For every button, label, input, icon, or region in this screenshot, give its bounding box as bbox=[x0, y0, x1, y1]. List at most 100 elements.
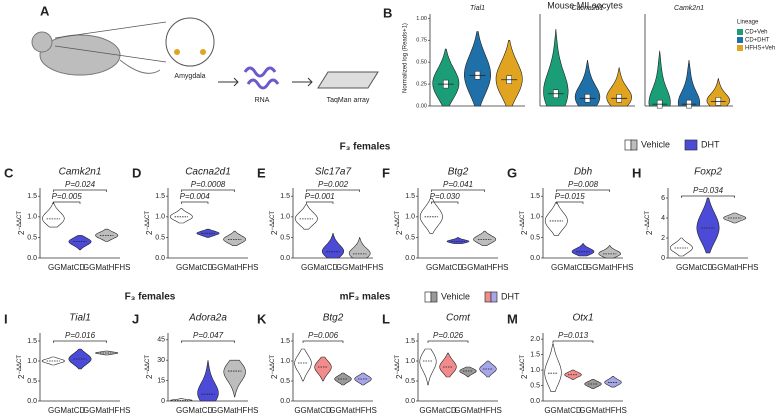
y-tick-label: 0.0 bbox=[405, 255, 415, 262]
amygdala-spot bbox=[200, 49, 206, 55]
violin bbox=[322, 233, 344, 259]
panel-letter: I bbox=[4, 311, 8, 326]
legend-swatch bbox=[737, 29, 743, 35]
y-tick-label: 0.0 bbox=[530, 255, 540, 262]
violin bbox=[598, 245, 622, 259]
chart-title: Comt bbox=[446, 313, 471, 324]
p-bracket bbox=[552, 340, 594, 343]
violin bbox=[544, 343, 562, 392]
violin bbox=[604, 376, 622, 388]
panel-letter: B bbox=[383, 5, 392, 20]
violin bbox=[696, 197, 720, 254]
p-bracket bbox=[555, 201, 584, 204]
p-value: P=0.001 bbox=[305, 192, 335, 201]
violin bbox=[439, 352, 457, 378]
panel-letter: A bbox=[40, 3, 50, 18]
p-bracket bbox=[555, 189, 611, 192]
x-tick-label: GGMatHFHS bbox=[211, 263, 259, 272]
legend-title: Lineage bbox=[737, 20, 759, 26]
panel-letter: F bbox=[382, 165, 390, 180]
y-tick-label: 1.5 bbox=[155, 193, 165, 200]
x-tick-label: GGMatCD bbox=[544, 406, 582, 415]
p-bracket bbox=[52, 340, 108, 343]
legend-swatch bbox=[737, 37, 743, 43]
violin bbox=[473, 230, 497, 246]
y-tick-label: 0.0 bbox=[530, 398, 540, 405]
violin bbox=[543, 29, 569, 107]
y-axis-label: 2−ΔΔCT bbox=[645, 211, 655, 235]
chart-title: Otx1 bbox=[572, 313, 593, 324]
y-tick-label: 0.0 bbox=[27, 255, 37, 262]
legend-swatch bbox=[424, 291, 432, 303]
panel-letter: L bbox=[382, 311, 390, 326]
y-tick-label: 1.0 bbox=[27, 358, 37, 365]
violin bbox=[68, 235, 92, 251]
y-tick-label: 30 bbox=[157, 357, 165, 364]
y-tick-label: 0 bbox=[661, 255, 665, 262]
y-tick-label: 2.0 bbox=[530, 336, 540, 343]
mouse-tail bbox=[119, 59, 161, 74]
p-value: P=0.013 bbox=[558, 331, 589, 340]
y-axis-label-sup: −ΔΔCT bbox=[145, 355, 151, 375]
y-axis-label: Normalized log (Reads+1) bbox=[403, 23, 409, 93]
zoom-line bbox=[54, 45, 167, 63]
violin bbox=[314, 356, 332, 382]
y-tick-label: 1.0 bbox=[405, 214, 415, 221]
violin bbox=[574, 59, 601, 107]
violin bbox=[463, 31, 492, 107]
y-tick-label: 15 bbox=[157, 377, 165, 384]
violin bbox=[95, 228, 119, 242]
panel-letter: K bbox=[257, 311, 267, 326]
legend-label: CD+DHT bbox=[745, 38, 770, 44]
violin bbox=[544, 202, 568, 236]
x-tick-label: GGMatCD bbox=[301, 263, 339, 272]
y-tick-label: 0.75 bbox=[416, 38, 427, 44]
violin bbox=[68, 348, 92, 370]
x-tick-label: GGMatHFHS bbox=[461, 263, 509, 272]
p-value: P=0.008 bbox=[568, 180, 599, 189]
arrow bbox=[218, 77, 239, 87]
p-value: P=0.041 bbox=[443, 180, 473, 189]
label: Amygdala bbox=[174, 73, 205, 80]
mouse-head bbox=[31, 31, 53, 53]
y-axis-label: 2−ΔΔCT bbox=[395, 355, 405, 379]
y-axis-label: 2−ΔΔCT bbox=[520, 355, 530, 379]
x-tick-label: GGMatHFHS bbox=[586, 263, 634, 272]
panel-title: Mouse MII oocytes bbox=[547, 0, 623, 10]
chart-title: Btg2 bbox=[323, 313, 344, 324]
violin bbox=[348, 237, 371, 259]
violin bbox=[432, 48, 460, 107]
panel-letter: G bbox=[507, 165, 517, 180]
y-tick-label: 0.00 bbox=[416, 103, 427, 109]
heading: mF₃ males bbox=[340, 292, 391, 303]
panel-letter: E bbox=[257, 165, 266, 180]
y-tick-label: 1.5 bbox=[280, 193, 290, 200]
y-axis-label-sup: −ΔΔCT bbox=[270, 355, 276, 375]
p-bracket bbox=[52, 189, 108, 192]
violin bbox=[223, 359, 246, 398]
x-tick-label: GGMatHFHS bbox=[711, 263, 759, 272]
p-bracket bbox=[427, 340, 469, 343]
p-bracket bbox=[680, 195, 736, 198]
y-tick-label: 1.00 bbox=[416, 16, 427, 22]
chart-title: Slc17a7 bbox=[315, 167, 352, 178]
violin bbox=[169, 208, 193, 224]
chart-title: Camk2n1 bbox=[674, 5, 704, 12]
violin bbox=[170, 398, 193, 402]
y-tick-label: 1.5 bbox=[405, 193, 415, 200]
violin bbox=[571, 243, 595, 257]
chart-title: Camk2n1 bbox=[59, 167, 102, 178]
chart-title: Cacna2d1 bbox=[572, 5, 604, 12]
y-axis-label-sup: −ΔΔCT bbox=[17, 355, 23, 375]
y-tick-label: 1.0 bbox=[530, 367, 540, 374]
legend-label: HFHS+Veh bbox=[745, 46, 775, 52]
p-value: P=0.0008 bbox=[191, 180, 226, 189]
heading: F₃ females bbox=[340, 142, 391, 153]
brain-slice bbox=[165, 17, 215, 67]
y-axis-label: 2−ΔΔCT bbox=[395, 211, 405, 235]
y-tick-label: 2 bbox=[661, 235, 665, 242]
x-tick-label: GGMatCD bbox=[426, 263, 464, 272]
p-bracket bbox=[302, 340, 344, 343]
y-tick-label: 0.5 bbox=[530, 382, 540, 389]
zoom-line bbox=[54, 21, 167, 39]
